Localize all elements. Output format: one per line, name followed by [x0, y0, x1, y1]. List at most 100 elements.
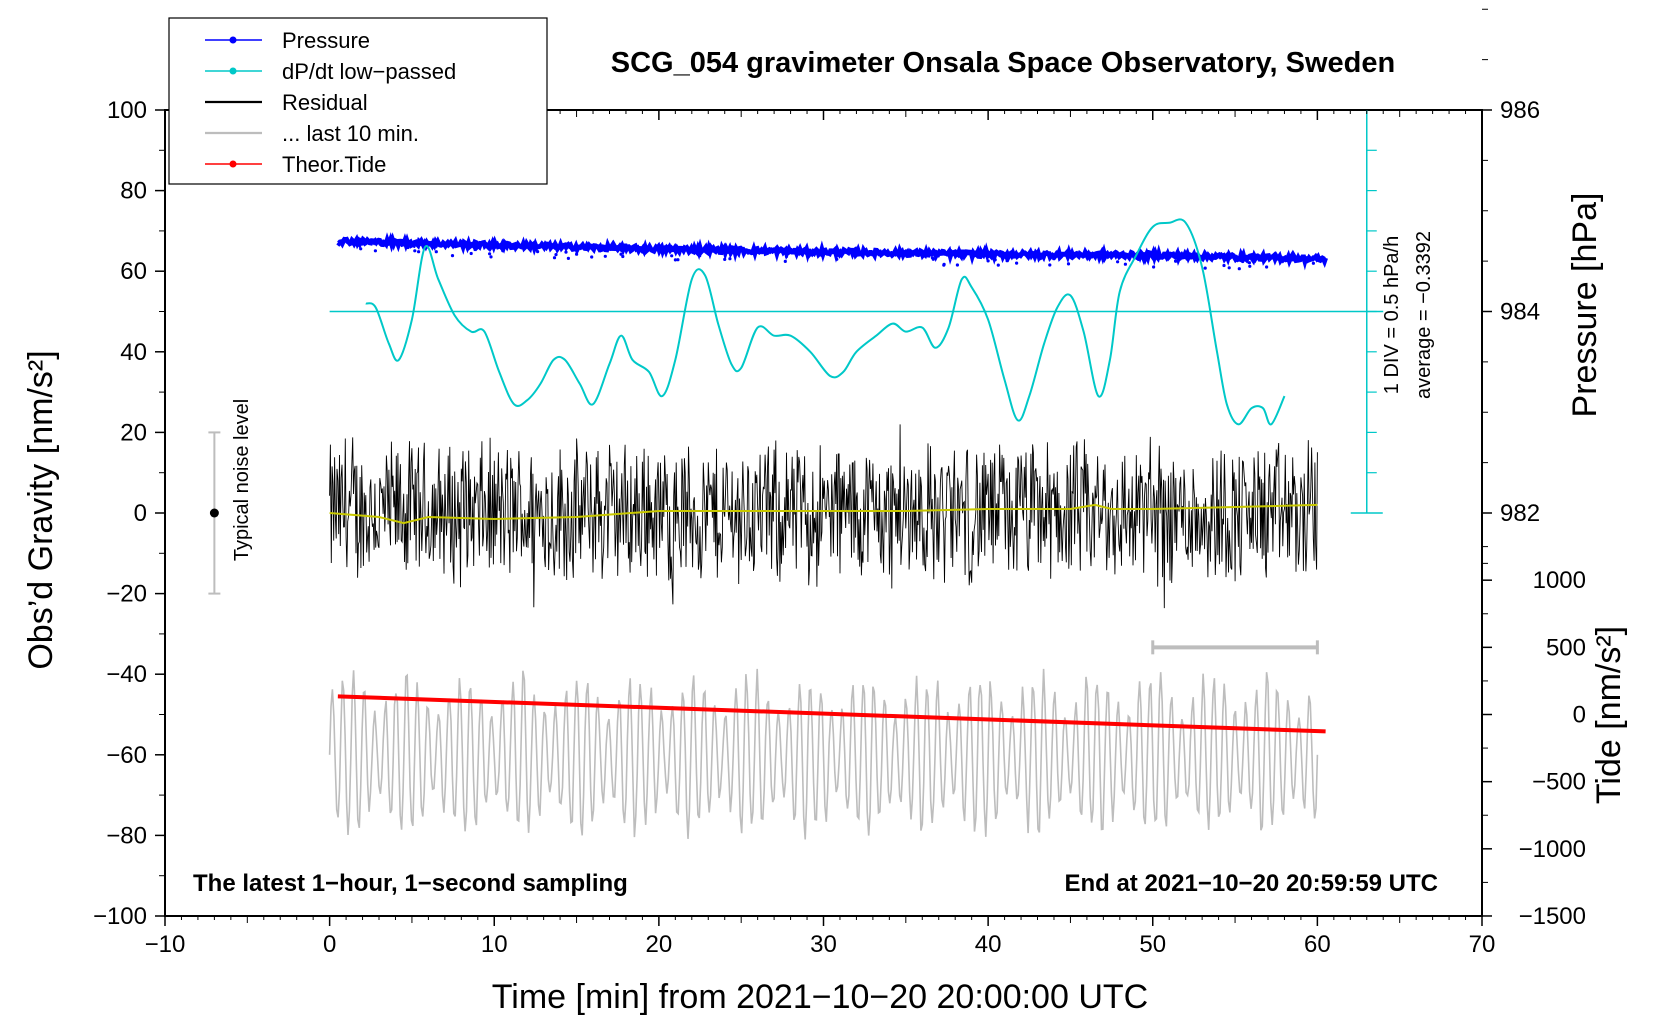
pressure-point: [1248, 264, 1252, 268]
x-tick-label: 50: [1139, 931, 1166, 958]
pressure-point: [1311, 261, 1315, 265]
pressure-point: [783, 259, 787, 263]
pressure-point: [1265, 265, 1269, 269]
pressure-point: [575, 252, 579, 256]
pressure-point: [1123, 262, 1127, 266]
pressure-point: [996, 263, 1000, 267]
end-time-note: End at 2021−10−20 20:59:59 UTC: [1064, 870, 1438, 897]
tide-tick-label: 500: [1546, 634, 1586, 661]
pressure-point: [552, 256, 557, 260]
pressure-point: [1005, 259, 1009, 263]
pressure-point: [784, 254, 789, 259]
y-tick-label: −60: [106, 742, 147, 769]
pressure-point: [564, 250, 568, 254]
y-tick-label: −40: [106, 661, 147, 688]
y-tick-label: 40: [120, 339, 147, 366]
residual-lowpass-line: [329, 503, 1318, 525]
pressure-point: [536, 250, 540, 254]
x-tick-label: −10: [145, 931, 186, 958]
pressure-point: [728, 257, 732, 261]
pressure-point: [1203, 266, 1207, 270]
legend-label-last10: ... last 10 min.: [282, 121, 419, 146]
pressure-point: [450, 254, 455, 258]
y-tick-label: −100: [93, 903, 147, 930]
pressure-point: [993, 258, 997, 262]
sampling-note: The latest 1−hour, 1−second sampling: [193, 870, 628, 897]
tide-tick-label: −500: [1532, 769, 1586, 796]
pressure-point: [473, 247, 477, 252]
x-axis-label: Time [min] from 2021−10−20 20:00:00 UTC: [492, 978, 1148, 1016]
pressure-point: [673, 258, 678, 262]
pressure-point: [931, 257, 935, 261]
dpdt-scale-label: 1 DIV = 0.5 hPa/h: [1381, 236, 1403, 394]
pressure-point: [501, 249, 505, 253]
pressure-point: [1222, 263, 1226, 268]
y-tick-label: 20: [120, 419, 147, 446]
pressure-point: [942, 263, 946, 267]
pressure-point: [554, 253, 558, 257]
legend-marker-dpdt: [229, 67, 237, 75]
x-tick-label: 0: [323, 931, 336, 958]
dpdt-series-line: [365, 218, 1286, 426]
pressure-point: [1227, 266, 1231, 270]
y-tick-label: −20: [106, 581, 147, 608]
legend-entry-dpdt: dP/dt low−passed: [205, 59, 456, 84]
pressure-point: [1116, 260, 1120, 264]
pressure-series-line: [336, 232, 1328, 271]
noise-level-label: Typical noise level: [231, 399, 253, 561]
pressure-point: [621, 254, 625, 259]
pressure-point: [1038, 257, 1042, 261]
legend-marker-tide: [229, 160, 237, 168]
legend-entry-tide: Theor.Tide: [205, 152, 386, 177]
y-tick-label: 60: [120, 258, 147, 285]
last10-series-line: [328, 668, 1319, 840]
pressure-point: [488, 252, 492, 256]
pressure-point: [1174, 259, 1178, 263]
chart-title: SCG_054 gravimeter Onsala Space Observat…: [611, 47, 1395, 79]
pressure-point: [566, 256, 571, 260]
y-tick-label: 0: [134, 500, 147, 527]
legend-label-dpdt: dP/dt low−passed: [282, 59, 456, 84]
x-tick-label: 70: [1469, 931, 1496, 958]
legend-label-pressure: Pressure: [282, 28, 370, 53]
pressure-point: [835, 257, 839, 261]
y-tick-label: 100: [107, 97, 147, 124]
residual-series-line: [329, 424, 1318, 609]
y-tick-label: −80: [106, 822, 147, 849]
pressure-point: [723, 257, 727, 261]
pressure-point: [434, 250, 438, 254]
pressure-point: [986, 259, 990, 263]
tide-tick-label: −1500: [1519, 903, 1586, 930]
pressure-point: [1247, 261, 1251, 265]
x-tick-label: 60: [1304, 931, 1331, 958]
pressure-point: [406, 245, 410, 250]
pressure-point: [676, 258, 680, 262]
x-tick-label: 40: [975, 931, 1002, 958]
pressure-point: [489, 255, 493, 259]
x-tick-label: 20: [646, 931, 673, 958]
y-tick-label: 80: [120, 178, 147, 205]
noise-bar-center: [209, 508, 219, 518]
series-layer: [208, 110, 1384, 840]
pressure-point: [590, 255, 594, 259]
pressure-axis-label: Pressure [hPa]: [1566, 193, 1604, 418]
axis-layer: −10 0 10 20 30 40 50 60 70−100−80−60−40−20020406…: [93, 8, 1586, 958]
pressure-point: [417, 250, 421, 254]
tide-tick-label: −1000: [1519, 836, 1586, 863]
pressure-point: [1052, 257, 1056, 261]
pressure-point: [373, 249, 377, 253]
pressure-point: [1015, 261, 1019, 265]
pressure-point: [1237, 267, 1241, 271]
tide-axis-label: Tide [nm/s²]: [1590, 626, 1628, 804]
pressure-point: [1066, 262, 1071, 266]
pressure-point: [603, 254, 607, 258]
legend-entry-residual: Residual: [205, 90, 368, 115]
pressure-point: [359, 247, 363, 251]
pressure-tick-label: 984: [1500, 299, 1540, 326]
tide-series-line: [337, 694, 1326, 734]
pressure-point: [698, 254, 702, 258]
pressure-point: [1136, 257, 1141, 261]
legend: Pressure dP/dt low−passed Residual ... l…: [168, 17, 548, 185]
pressure-point: [1241, 259, 1245, 264]
